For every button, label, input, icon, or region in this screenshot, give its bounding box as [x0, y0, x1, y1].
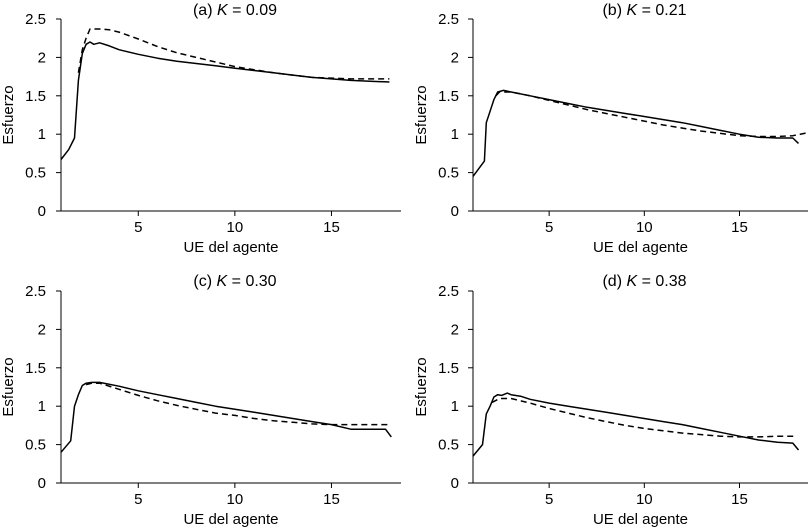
chart-title-variable: K — [217, 2, 229, 19]
y-tick-label: 0 — [38, 475, 46, 492]
chart-title-value: = 0.38 — [637, 273, 686, 290]
chart-panel-1: 0 0.5 1 1.5 2 2.5 5 10 15 UE del agente Esfuerzo (b… — [413, 2, 809, 256]
chart-panel-3: 0 0.5 1 1.5 2 2.5 5 10 15 UE del agente Esfuerzo (d… — [413, 273, 808, 528]
y-tick-label: 1 — [38, 398, 46, 415]
y-tick-label: 1.5 — [438, 88, 459, 105]
x-axis-label: UE del agente — [183, 511, 278, 528]
y-tick-label: 2.5 — [25, 283, 46, 300]
series-line-solid — [60, 41, 390, 160]
x-tick-label: 5 — [545, 491, 553, 508]
x-tick-label: 15 — [731, 219, 748, 236]
y-axis-label: Esfuerzo — [0, 357, 17, 416]
y-tick-label: 1 — [451, 126, 459, 143]
chart-title: (c) K = 0.30 — [193, 273, 276, 290]
chart-panel-2: 0 0.5 1 1.5 2 2.5 5 10 15 UE del agente Esfuerzo (c… — [0, 273, 401, 528]
chart-title: (b) K = 0.21 — [602, 2, 686, 19]
chart-title-variable: K — [626, 273, 638, 290]
chart-title-prefix: (d) — [602, 273, 626, 290]
y-tick-label: 0 — [451, 475, 459, 492]
y-tick-label: 1 — [451, 398, 459, 415]
chart-title-value: = 0.21 — [637, 2, 686, 19]
y-tick-label: 2 — [38, 49, 46, 66]
x-tick-label: 10 — [636, 491, 653, 508]
series-line-dashed — [77, 28, 390, 80]
series-line-dashed — [491, 397, 797, 438]
y-tick-label: 0 — [38, 203, 46, 220]
x-tick-label: 10 — [227, 219, 244, 236]
x-axis-label: UE del agente — [593, 511, 688, 528]
y-axis-label: Esfuerzo — [413, 85, 430, 144]
x-axis-label: UE del agente — [593, 239, 688, 256]
y-tick-label: 2 — [451, 49, 459, 66]
chart-title-prefix: (b) — [602, 2, 626, 19]
x-tick-label: 10 — [227, 491, 244, 508]
y-tick-label: 0.5 — [25, 165, 46, 182]
series-line-dashed — [85, 382, 390, 426]
y-axis-label: Esfuerzo — [413, 357, 430, 416]
x-tick-label: 5 — [134, 219, 142, 236]
chart-title-variable: K — [626, 2, 638, 19]
chart-title-prefix: (c) — [193, 273, 216, 290]
x-axis-label: UE del agente — [183, 239, 278, 256]
y-tick-label: 1.5 — [25, 88, 46, 105]
series-line-dashed — [495, 91, 809, 138]
y-tick-label: 2.5 — [438, 283, 459, 300]
y-tick-label: 1.5 — [25, 360, 46, 377]
y-tick-label: 0 — [451, 203, 459, 220]
chart-title-variable: K — [217, 273, 229, 290]
chart-title-prefix: (a) — [193, 2, 217, 19]
y-tick-label: 2.5 — [25, 11, 46, 28]
y-tick-label: 0.5 — [438, 437, 459, 454]
y-axis-label: Esfuerzo — [0, 85, 17, 144]
y-tick-label: 0.5 — [438, 165, 459, 182]
y-tick-label: 0.5 — [25, 437, 46, 454]
chart-title-value: = 0.09 — [228, 2, 277, 19]
x-tick-label: 15 — [323, 491, 340, 508]
x-tick-label: 5 — [545, 219, 553, 236]
y-tick-label: 1 — [38, 126, 46, 143]
series-line-solid — [60, 381, 392, 453]
chart-title-value: = 0.30 — [227, 273, 276, 290]
y-tick-label: 2 — [451, 321, 459, 338]
x-tick-label: 5 — [134, 491, 142, 508]
y-tick-label: 1.5 — [438, 360, 459, 377]
chart-panel-0: 0 0.5 1 1.5 2 2.5 5 10 15 UE del agente Esfuerzo (a… — [0, 2, 401, 256]
x-tick-label: 10 — [636, 219, 653, 236]
x-tick-label: 15 — [323, 219, 340, 236]
x-tick-label: 15 — [731, 491, 748, 508]
chart-title: (d) K = 0.38 — [602, 273, 686, 290]
y-tick-label: 2.5 — [438, 11, 459, 28]
y-tick-label: 2 — [38, 321, 46, 338]
chart-title: (a) K = 0.09 — [193, 2, 277, 19]
series-line-solid — [472, 392, 800, 457]
series-line-solid — [472, 89, 800, 177]
